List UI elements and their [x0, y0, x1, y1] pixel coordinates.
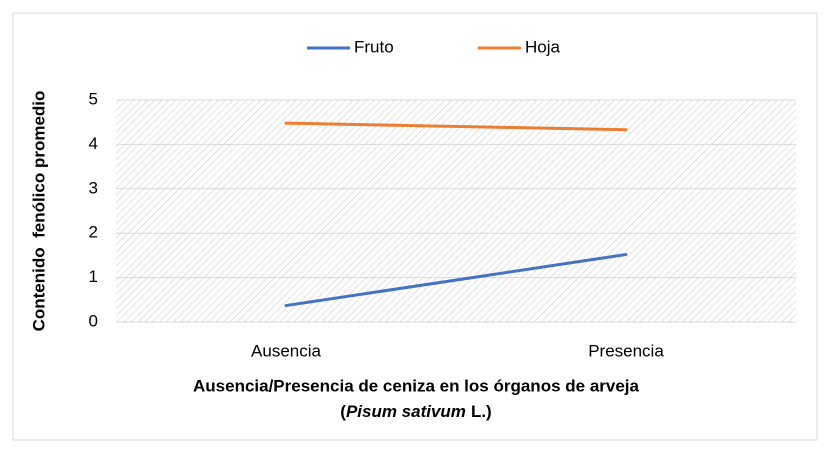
x-tick-label: Presencia	[588, 341, 664, 360]
y-tick-label: 5	[89, 89, 98, 108]
y-tick-label: 4	[89, 134, 98, 153]
plot-area	[116, 100, 796, 322]
legend-label: Hoja	[525, 37, 561, 56]
x-axis-title-part: L.)	[471, 402, 492, 421]
y-tick-label: 3	[89, 178, 98, 197]
y-tick-label: 1	[89, 267, 98, 286]
series-line	[284, 121, 628, 132]
series-line	[284, 253, 628, 308]
x-axis-title: Ausencia/Presencia de ceniza en los órga…	[193, 376, 640, 395]
y-tick-label: 0	[89, 311, 98, 330]
y-tick-label: 2	[89, 223, 98, 242]
x-axis-title-2: (Pisum sativum L.)	[340, 402, 491, 421]
legend-label: Fruto	[354, 37, 394, 56]
x-tick-label: Ausencia	[251, 341, 321, 360]
y-axis-title: Contenido fenólico promedio	[29, 91, 48, 332]
x-axis-title-italic: Pisum sativum	[346, 402, 466, 421]
x-axis-title-part: (	[340, 402, 346, 421]
